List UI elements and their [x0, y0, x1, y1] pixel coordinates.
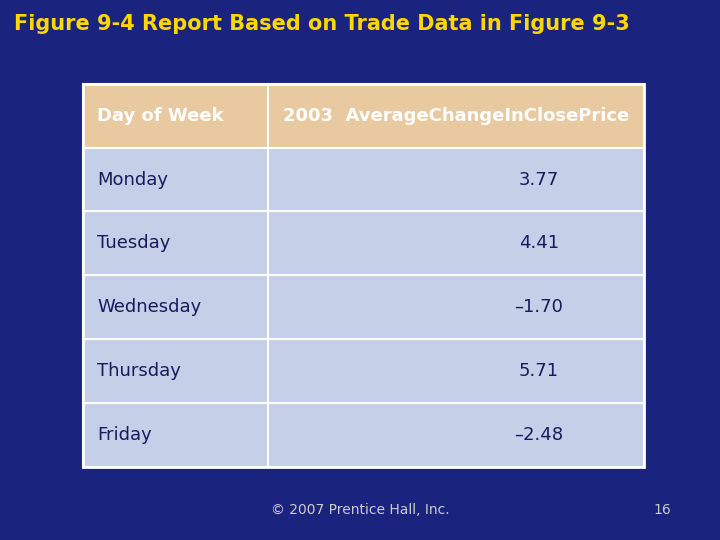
Text: Monday: Monday [97, 171, 168, 188]
Text: 4.41: 4.41 [519, 234, 559, 252]
Text: Friday: Friday [97, 426, 152, 444]
Text: Thursday: Thursday [97, 362, 181, 380]
Text: 2003  AverageChangeInClosePrice: 2003 AverageChangeInClosePrice [282, 107, 629, 125]
Text: Wednesday: Wednesday [97, 298, 202, 316]
FancyBboxPatch shape [83, 212, 644, 275]
Text: 16: 16 [654, 503, 671, 517]
Text: Day of Week: Day of Week [97, 107, 224, 125]
Text: Figure 9-4 Report Based on Trade Data in Figure 9-3: Figure 9-4 Report Based on Trade Data in… [14, 14, 630, 35]
FancyBboxPatch shape [83, 147, 644, 212]
Text: 3.77: 3.77 [519, 171, 559, 188]
Text: –2.48: –2.48 [515, 426, 564, 444]
FancyBboxPatch shape [83, 403, 644, 467]
Text: –1.70: –1.70 [515, 298, 564, 316]
FancyBboxPatch shape [83, 84, 644, 147]
Text: Tuesday: Tuesday [97, 234, 171, 252]
Text: © 2007 Prentice Hall, Inc.: © 2007 Prentice Hall, Inc. [271, 503, 449, 517]
FancyBboxPatch shape [83, 275, 644, 339]
Text: 5.71: 5.71 [519, 362, 559, 380]
FancyBboxPatch shape [83, 339, 644, 403]
